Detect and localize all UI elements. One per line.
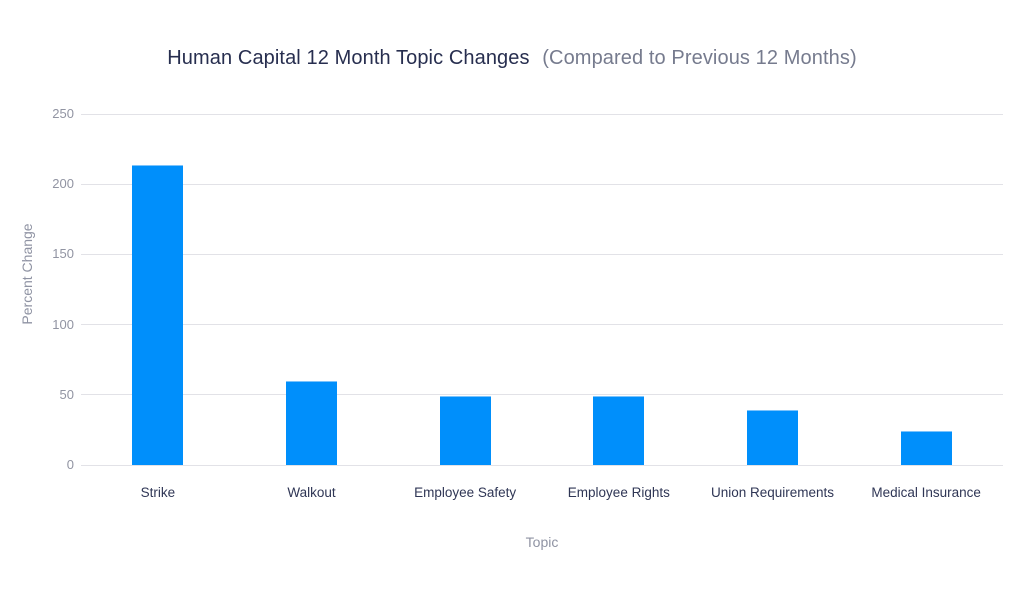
- y-tick-label-150: 150: [52, 246, 74, 262]
- x-category-label-walkout: Walkout: [287, 485, 336, 500]
- y-tick-label-50: 50: [59, 386, 74, 402]
- bar-medical-insurance[interactable]: [900, 431, 952, 465]
- gridline-y-250: [81, 113, 1003, 115]
- bar-employee-safety[interactable]: [439, 396, 491, 465]
- gridline-y-100: [81, 324, 1003, 326]
- x-category-label-employee-safety: Employee Safety: [414, 485, 517, 500]
- y-tick-label-250: 250: [52, 106, 74, 121]
- x-category-label-employee-rights: Employee Rights: [567, 485, 670, 500]
- bar-employee-rights[interactable]: [593, 396, 645, 465]
- x-category-label-medical-insurance: Medical Insurance: [871, 485, 981, 500]
- y-tick-label-200: 200: [52, 176, 74, 192]
- plot-area: [81, 113, 1003, 466]
- x-category-label-strike: Strike: [140, 485, 176, 500]
- gridline-y-50: [81, 394, 1003, 396]
- chart-title: Human Capital 12 Month Topic Changes (Co…: [0, 46, 1024, 70]
- y-tick-label-0: 0: [66, 457, 74, 472]
- bar-union-requirements[interactable]: [747, 410, 798, 465]
- gridline-y-0: [81, 464, 1003, 466]
- gridline-y-150: [81, 253, 1003, 255]
- chart-title-main: Human Capital 12 Month Topic Changes: [167, 47, 530, 69]
- x-category-label-union-requirements: Union Requirements: [710, 485, 835, 500]
- gridline-y-200: [81, 183, 1003, 185]
- chart-title-subtitle: (Compared to Previous 12 Months): [542, 47, 857, 69]
- bar-walkout[interactable]: [286, 380, 337, 465]
- y-tick-label-100: 100: [52, 316, 74, 332]
- x-axis-title: Topic: [525, 534, 559, 550]
- bar-strike[interactable]: [132, 164, 184, 465]
